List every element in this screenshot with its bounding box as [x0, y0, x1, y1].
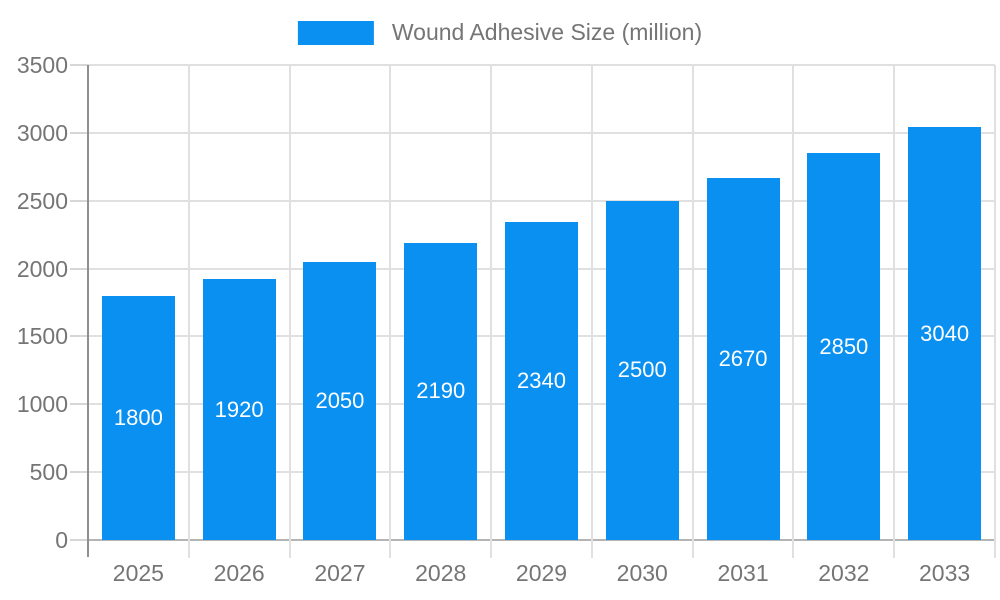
bar: 2500 — [605, 200, 679, 540]
bar-value-label: 2340 — [517, 368, 566, 394]
gridline-vertical — [792, 65, 795, 540]
y-axis-tick — [70, 539, 88, 541]
bar-value-label: 2670 — [718, 345, 768, 371]
x-axis-tick — [187, 540, 190, 558]
bar: 2190 — [404, 242, 478, 540]
x-tick-label: 2026 — [213, 560, 265, 586]
gridline-horizontal — [88, 199, 995, 202]
legend-label[interactable]: Wound Adhesive Size (million) — [391, 19, 703, 45]
x-axis-tick — [288, 540, 291, 558]
y-axis-tick — [70, 403, 88, 406]
bar: 1920 — [202, 279, 276, 540]
x-tick-label: 2029 — [515, 560, 568, 586]
y-tick-label: 0 — [55, 527, 68, 553]
bar: 2340 — [505, 222, 578, 540]
y-tick-label: 3500 — [16, 52, 68, 78]
gridline-vertical — [691, 65, 694, 540]
x-axis-tick — [792, 540, 795, 558]
x-tick-label: 2027 — [314, 560, 366, 586]
gridline-vertical — [590, 65, 593, 540]
x-axis-baseline — [88, 539, 995, 541]
y-tick-label: 2000 — [16, 255, 68, 282]
gridline-vertical — [994, 65, 996, 540]
y-axis-tick — [70, 199, 88, 202]
bar: 3040 — [908, 127, 982, 540]
y-tick-label: 1000 — [16, 391, 68, 418]
bar-value-label: 2050 — [315, 387, 365, 413]
x-axis-tick — [893, 540, 896, 558]
x-axis-tick — [590, 540, 593, 558]
x-tick-label: 2030 — [616, 560, 668, 586]
x-axis-tick — [389, 540, 392, 558]
x-tick-label: 2028 — [415, 560, 467, 586]
gridline-vertical — [187, 65, 190, 540]
gridline-horizontal — [88, 64, 995, 66]
y-tick-label: 3000 — [16, 119, 68, 146]
x-tick-label: 2033 — [919, 560, 971, 586]
bar: 2670 — [706, 177, 780, 540]
bar-value-label: 2850 — [819, 333, 869, 359]
y-tick-label: 500 — [29, 459, 68, 486]
bar-value-label: 1800 — [113, 404, 163, 430]
bar-value-label: 2500 — [617, 357, 667, 383]
bar: 2850 — [807, 153, 881, 540]
gridline-vertical — [389, 65, 392, 540]
y-axis-line — [87, 65, 89, 557]
bar-value-label: 1920 — [214, 396, 264, 422]
y-axis-tick — [70, 267, 88, 270]
x-axis-tick — [490, 540, 493, 558]
x-tick-label: 2031 — [717, 560, 769, 586]
bar: 1800 — [101, 295, 175, 540]
gridline-vertical — [288, 65, 291, 540]
bar-value-label: 3040 — [920, 320, 970, 346]
y-axis-tick — [70, 131, 88, 134]
y-axis-tick — [70, 471, 88, 474]
x-tick-label: 2032 — [818, 560, 870, 586]
x-axis-tick — [691, 540, 694, 558]
y-axis-tick — [70, 64, 88, 66]
legend[interactable]: Wound Adhesive Size (million) — [297, 19, 703, 45]
bar-value-label: 2190 — [416, 378, 466, 404]
gridline-vertical — [893, 65, 896, 540]
bar: 2050 — [303, 261, 377, 540]
x-axis-tick — [994, 540, 996, 558]
y-tick-label: 2500 — [16, 187, 68, 214]
y-tick-label: 1500 — [16, 323, 68, 350]
x-tick-label: 2025 — [112, 560, 164, 586]
y-axis-tick — [70, 335, 88, 338]
legend-swatch[interactable] — [297, 20, 374, 45]
gridline-horizontal — [88, 131, 995, 134]
gridline-vertical — [490, 65, 493, 540]
